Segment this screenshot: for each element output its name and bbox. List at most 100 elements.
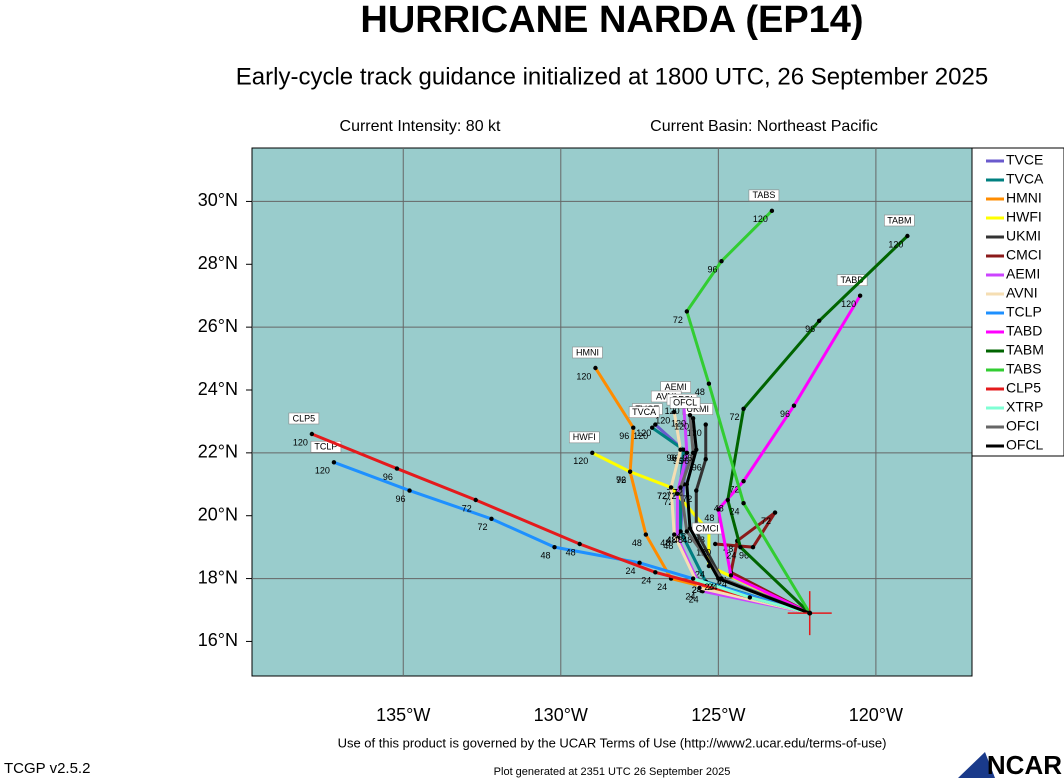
legend-label: TABS: [1006, 361, 1042, 377]
legend-label: OFCI: [1006, 418, 1039, 434]
track-point: [684, 309, 690, 314]
track-line: [685, 418, 811, 615]
track-point: [643, 532, 649, 537]
subtitle: Early-cycle track guidance initialized a…: [236, 63, 988, 90]
hour-label: 96: [692, 463, 702, 473]
track-point: [716, 507, 721, 512]
track-point: [627, 469, 633, 474]
hour-label: 24: [626, 566, 636, 576]
hour-label: 120: [671, 419, 686, 429]
track-point: [331, 460, 337, 465]
track-point: [653, 570, 658, 575]
hour-label: 72: [657, 491, 667, 501]
track-point: [706, 381, 712, 386]
x-tick-label: 120°W: [849, 705, 903, 725]
track-point: [905, 233, 910, 239]
hour-label: 120: [315, 466, 330, 476]
track-point: [791, 403, 797, 408]
hour-label: 96: [616, 475, 626, 485]
track-line: [594, 367, 811, 615]
track-tag-box: [748, 189, 780, 202]
track-point: [684, 529, 690, 534]
legend-label: TCLP: [1006, 304, 1042, 320]
hour-label: 120: [674, 422, 689, 432]
hour-label: 48: [667, 535, 677, 545]
hour-label: 48: [660, 538, 670, 548]
hour-label: 120: [633, 431, 648, 441]
track-point: [489, 516, 494, 522]
track-point: [637, 560, 642, 566]
legend-label: TABM: [1006, 342, 1044, 358]
track-tag: CMCI: [696, 523, 719, 533]
hour-label: 72: [663, 497, 673, 507]
track-tag: TVCA: [632, 407, 656, 417]
plot-area: [251, 147, 973, 677]
hour-label: 120: [636, 428, 651, 438]
legend-label: TVCA: [1006, 171, 1044, 187]
track-tag: TCLP: [314, 442, 337, 452]
y-tick-label: 26°N: [198, 316, 238, 336]
track-point: [728, 573, 734, 578]
legend-label: TABD: [1006, 323, 1042, 339]
start-point: [807, 610, 813, 616]
y-tick-label: 30°N: [198, 190, 238, 210]
track-point: [687, 412, 693, 418]
hour-label: 24: [692, 585, 702, 595]
y-tick-label: 28°N: [198, 253, 238, 273]
track-point: [816, 318, 822, 324]
hour-label: 120: [655, 415, 670, 425]
hour-label: 48: [663, 541, 673, 551]
hour-label: 96: [682, 453, 692, 463]
track-tag: HMNI: [576, 347, 599, 357]
hour-label: 72: [673, 315, 683, 325]
track-point: [725, 497, 730, 503]
track-point: [407, 488, 412, 493]
track-point: [690, 576, 696, 581]
hour-label: 96: [805, 324, 815, 334]
track-point: [694, 447, 699, 452]
terms: Use of this product is governed by the U…: [338, 735, 887, 750]
track-tag: CLP5: [293, 413, 316, 423]
track-point: [772, 510, 778, 515]
hour-label: 48: [673, 535, 683, 545]
legend-label: CMCI: [1006, 247, 1042, 263]
track-point: [473, 497, 478, 503]
hour-label: 48: [667, 535, 677, 545]
hour-label: 120: [665, 406, 680, 416]
track-point: [769, 208, 775, 214]
hour-label: 48: [676, 532, 686, 542]
hour-label: 24: [695, 569, 705, 579]
logo: NCAR: [987, 750, 1062, 780]
track-point: [703, 456, 708, 462]
hour-label: 48: [566, 547, 576, 557]
hour-label: 96: [739, 551, 749, 561]
track-tag: UKMI: [686, 404, 709, 414]
track-point: [309, 431, 315, 437]
hour-label: 96: [679, 456, 689, 466]
hour-label: 24: [707, 582, 717, 592]
track-point: [716, 576, 721, 581]
track-line: [726, 234, 909, 615]
track-tag-box: [836, 274, 868, 287]
x-tick-label: 125°W: [691, 705, 745, 725]
legend-label: AVNI: [1006, 285, 1038, 301]
hour-label: 24: [689, 595, 699, 605]
track-line: [333, 460, 811, 615]
hour-label: 72: [673, 488, 683, 498]
track-point: [590, 450, 595, 456]
hour-label: 96: [707, 265, 717, 275]
legend-label: OFCL: [1006, 437, 1044, 453]
y-tick-label: 18°N: [198, 567, 238, 587]
hour-label: 72: [730, 485, 740, 495]
title: HURRICANE NARDA (EP14): [360, 0, 863, 41]
track-point: [741, 478, 746, 484]
track-point: [668, 485, 674, 490]
track-line: [716, 294, 862, 615]
intensity: Current Intensity: 80 kt: [340, 118, 502, 135]
track-tag-box: [669, 396, 701, 409]
track-point: [703, 422, 708, 427]
hour-label: 72: [761, 516, 771, 526]
track-point: [672, 409, 677, 415]
hour-label: 72: [667, 491, 677, 501]
legend-label: AEMI: [1006, 266, 1040, 282]
